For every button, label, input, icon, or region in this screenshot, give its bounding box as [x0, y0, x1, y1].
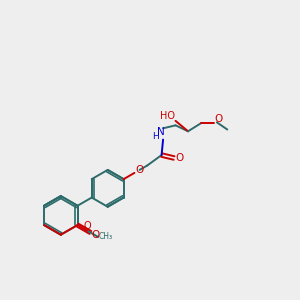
Text: CH₃: CH₃ [99, 232, 113, 242]
Text: O: O [91, 230, 99, 240]
Text: N: N [157, 127, 165, 137]
Text: O: O [135, 165, 143, 175]
Text: O: O [215, 114, 223, 124]
Text: O: O [175, 153, 183, 163]
Text: H: H [152, 131, 159, 140]
Text: O: O [84, 221, 92, 231]
Text: HO: HO [160, 110, 175, 121]
